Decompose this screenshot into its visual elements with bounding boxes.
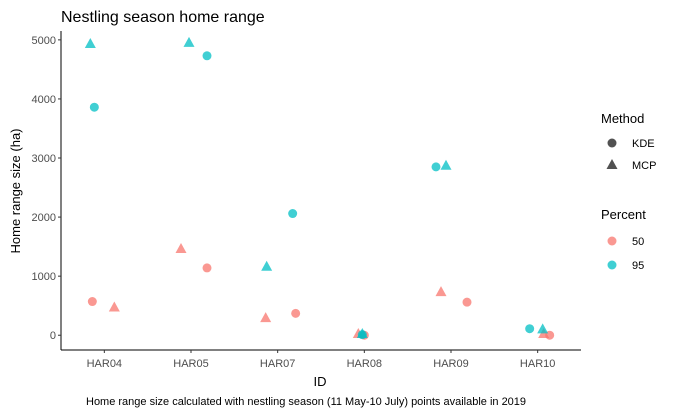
legend-method-title: Method xyxy=(601,111,644,126)
legend: Method Percent KDE MCP 50 95 xyxy=(601,111,656,272)
point-mcp-95-har04 xyxy=(84,37,96,48)
point-mcp-95-har09 xyxy=(440,159,452,170)
point-mcp-95-har07 xyxy=(261,260,273,271)
chart-caption: Home range size calculated with nestling… xyxy=(86,396,526,408)
x-tick-label: HAR09 xyxy=(433,358,468,370)
point-kde-95-har10 xyxy=(525,324,535,334)
point-mcp-95-har05 xyxy=(183,36,195,47)
chart-title: Nestling season home range xyxy=(61,9,265,26)
point-mcp-95-har10 xyxy=(537,323,549,334)
legend-key-mcp xyxy=(606,159,618,169)
x-tick-label: HAR07 xyxy=(260,358,295,370)
legend-key-percent-50 xyxy=(607,236,617,246)
point-kde-95-har07 xyxy=(288,209,298,219)
y-tick-label: 0 xyxy=(50,330,56,342)
y-tick-label: 2000 xyxy=(32,212,56,224)
x-tick-label: HAR04 xyxy=(87,358,122,370)
x-tick-label: HAR08 xyxy=(347,358,382,370)
point-mcp-95-har08 xyxy=(356,328,368,339)
point-mcp-50-har09 xyxy=(435,286,447,297)
legend-percent-title: Percent xyxy=(601,207,646,222)
x-tick-label: HAR05 xyxy=(173,358,208,370)
legend-label-kde: KDE xyxy=(632,138,655,150)
point-kde-95-har09 xyxy=(431,162,441,172)
point-kde-95-har04 xyxy=(89,102,99,112)
point-kde-50-har05 xyxy=(202,263,212,273)
y-tick-label: 3000 xyxy=(32,153,56,165)
point-kde-50-har07 xyxy=(291,308,301,318)
legend-label-mcp: MCP xyxy=(632,160,656,172)
y-tick-label: 4000 xyxy=(32,94,56,106)
plot-area xyxy=(84,36,555,340)
x-ticks: HAR04 HAR05 HAR07 HAR08 HAR09 HAR10 xyxy=(87,350,555,370)
legend-key-kde xyxy=(607,138,617,148)
y-tick-label: 1000 xyxy=(32,271,56,283)
legend-key-percent-95 xyxy=(607,260,617,270)
legend-label-percent-95: 95 xyxy=(632,260,644,272)
legend-label-percent-50: 50 xyxy=(632,236,644,248)
point-mcp-50-har07 xyxy=(260,312,272,323)
point-kde-50-har04 xyxy=(87,297,97,307)
point-mcp-50-har04 xyxy=(108,301,120,312)
point-mcp-50-har05 xyxy=(175,242,187,253)
y-ticks: 0 1000 2000 3000 4000 5000 xyxy=(32,35,61,342)
x-axis-title: ID xyxy=(314,374,327,389)
point-kde-95-har05 xyxy=(202,51,212,61)
y-axis-title: Home range size (ha) xyxy=(8,129,23,254)
x-tick-label: HAR10 xyxy=(520,358,555,370)
point-kde-50-har09 xyxy=(462,297,472,307)
y-tick-label: 5000 xyxy=(32,35,56,47)
